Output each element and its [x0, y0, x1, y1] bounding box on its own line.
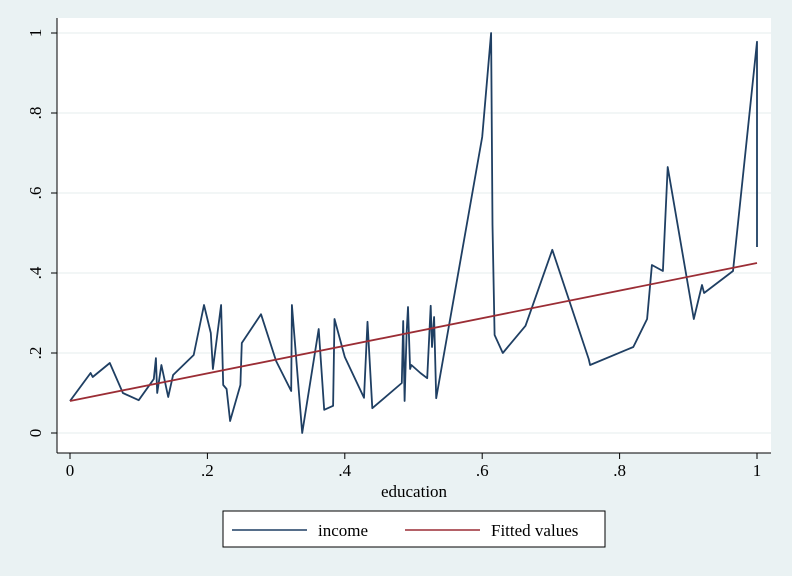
- y-tick-label-0: 0: [26, 429, 45, 438]
- series-line-income: [69, 32, 758, 434]
- legend-label-fitted-values: Fitted values: [491, 521, 578, 540]
- x-tick-label-4: .8: [613, 461, 626, 480]
- y-tick-label-5: 1: [26, 29, 45, 38]
- y-tick-label-4: .8: [26, 107, 45, 120]
- x-tick-label-3: .6: [476, 461, 489, 480]
- x-tick-label-2: .4: [338, 461, 351, 480]
- y-tick-label-2: .4: [26, 266, 45, 279]
- x-tick-label-5: 1: [753, 461, 762, 480]
- series-line-fitted-values: [69, 262, 758, 402]
- x-axis-title: education: [381, 482, 448, 501]
- legend-box: [222, 510, 606, 548]
- legend: income Fitted values: [222, 510, 606, 548]
- x-tick-label-0: 0: [66, 461, 75, 480]
- x-tick-label-1: .2: [201, 461, 214, 480]
- x-axis-ticks: 0 .2 .4 .6 .8 1: [66, 453, 762, 480]
- y-tick-label-3: .6: [26, 187, 45, 200]
- y-axis-ticks: 0 .2 .4 .6 .8 1: [26, 29, 57, 438]
- legend-label-income: income: [318, 521, 368, 540]
- y-tick-label-1: .2: [26, 347, 45, 360]
- series-lines: [69, 32, 758, 434]
